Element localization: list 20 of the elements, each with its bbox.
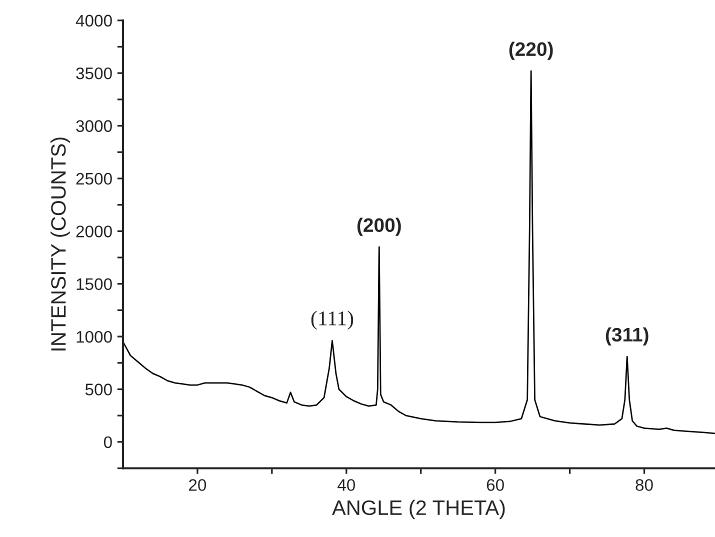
y-tick-label: 2500 [76,172,112,185]
y-tick-label: 2000 [76,226,112,238]
y-tick-label: 1500 [76,278,112,290]
line-series [122,70,715,434]
y-tick-label: 0 [104,436,112,448]
x-axis-title: ANGLE (2 THETA) [332,500,505,520]
x-tick-label: 40 [338,479,355,491]
y-tick-label: 3000 [76,120,112,132]
x-tick-label: 20 [189,479,206,491]
y-tick-label: 4000 [76,14,112,27]
annotation: (200) [357,218,401,236]
y-tick-label: 500 [85,384,112,396]
y-tick-label: 1000 [76,330,112,343]
y-axis-title: INTENSITY (COUNTS) [50,138,70,350]
x-tick-label: 60 [486,479,504,491]
x-tick-label: 80 [636,479,653,491]
annotation: (111) [311,310,354,330]
annotation: (311) [606,327,648,346]
y-tick-label: 3500 [76,67,112,80]
annotation: (220) [509,42,553,60]
